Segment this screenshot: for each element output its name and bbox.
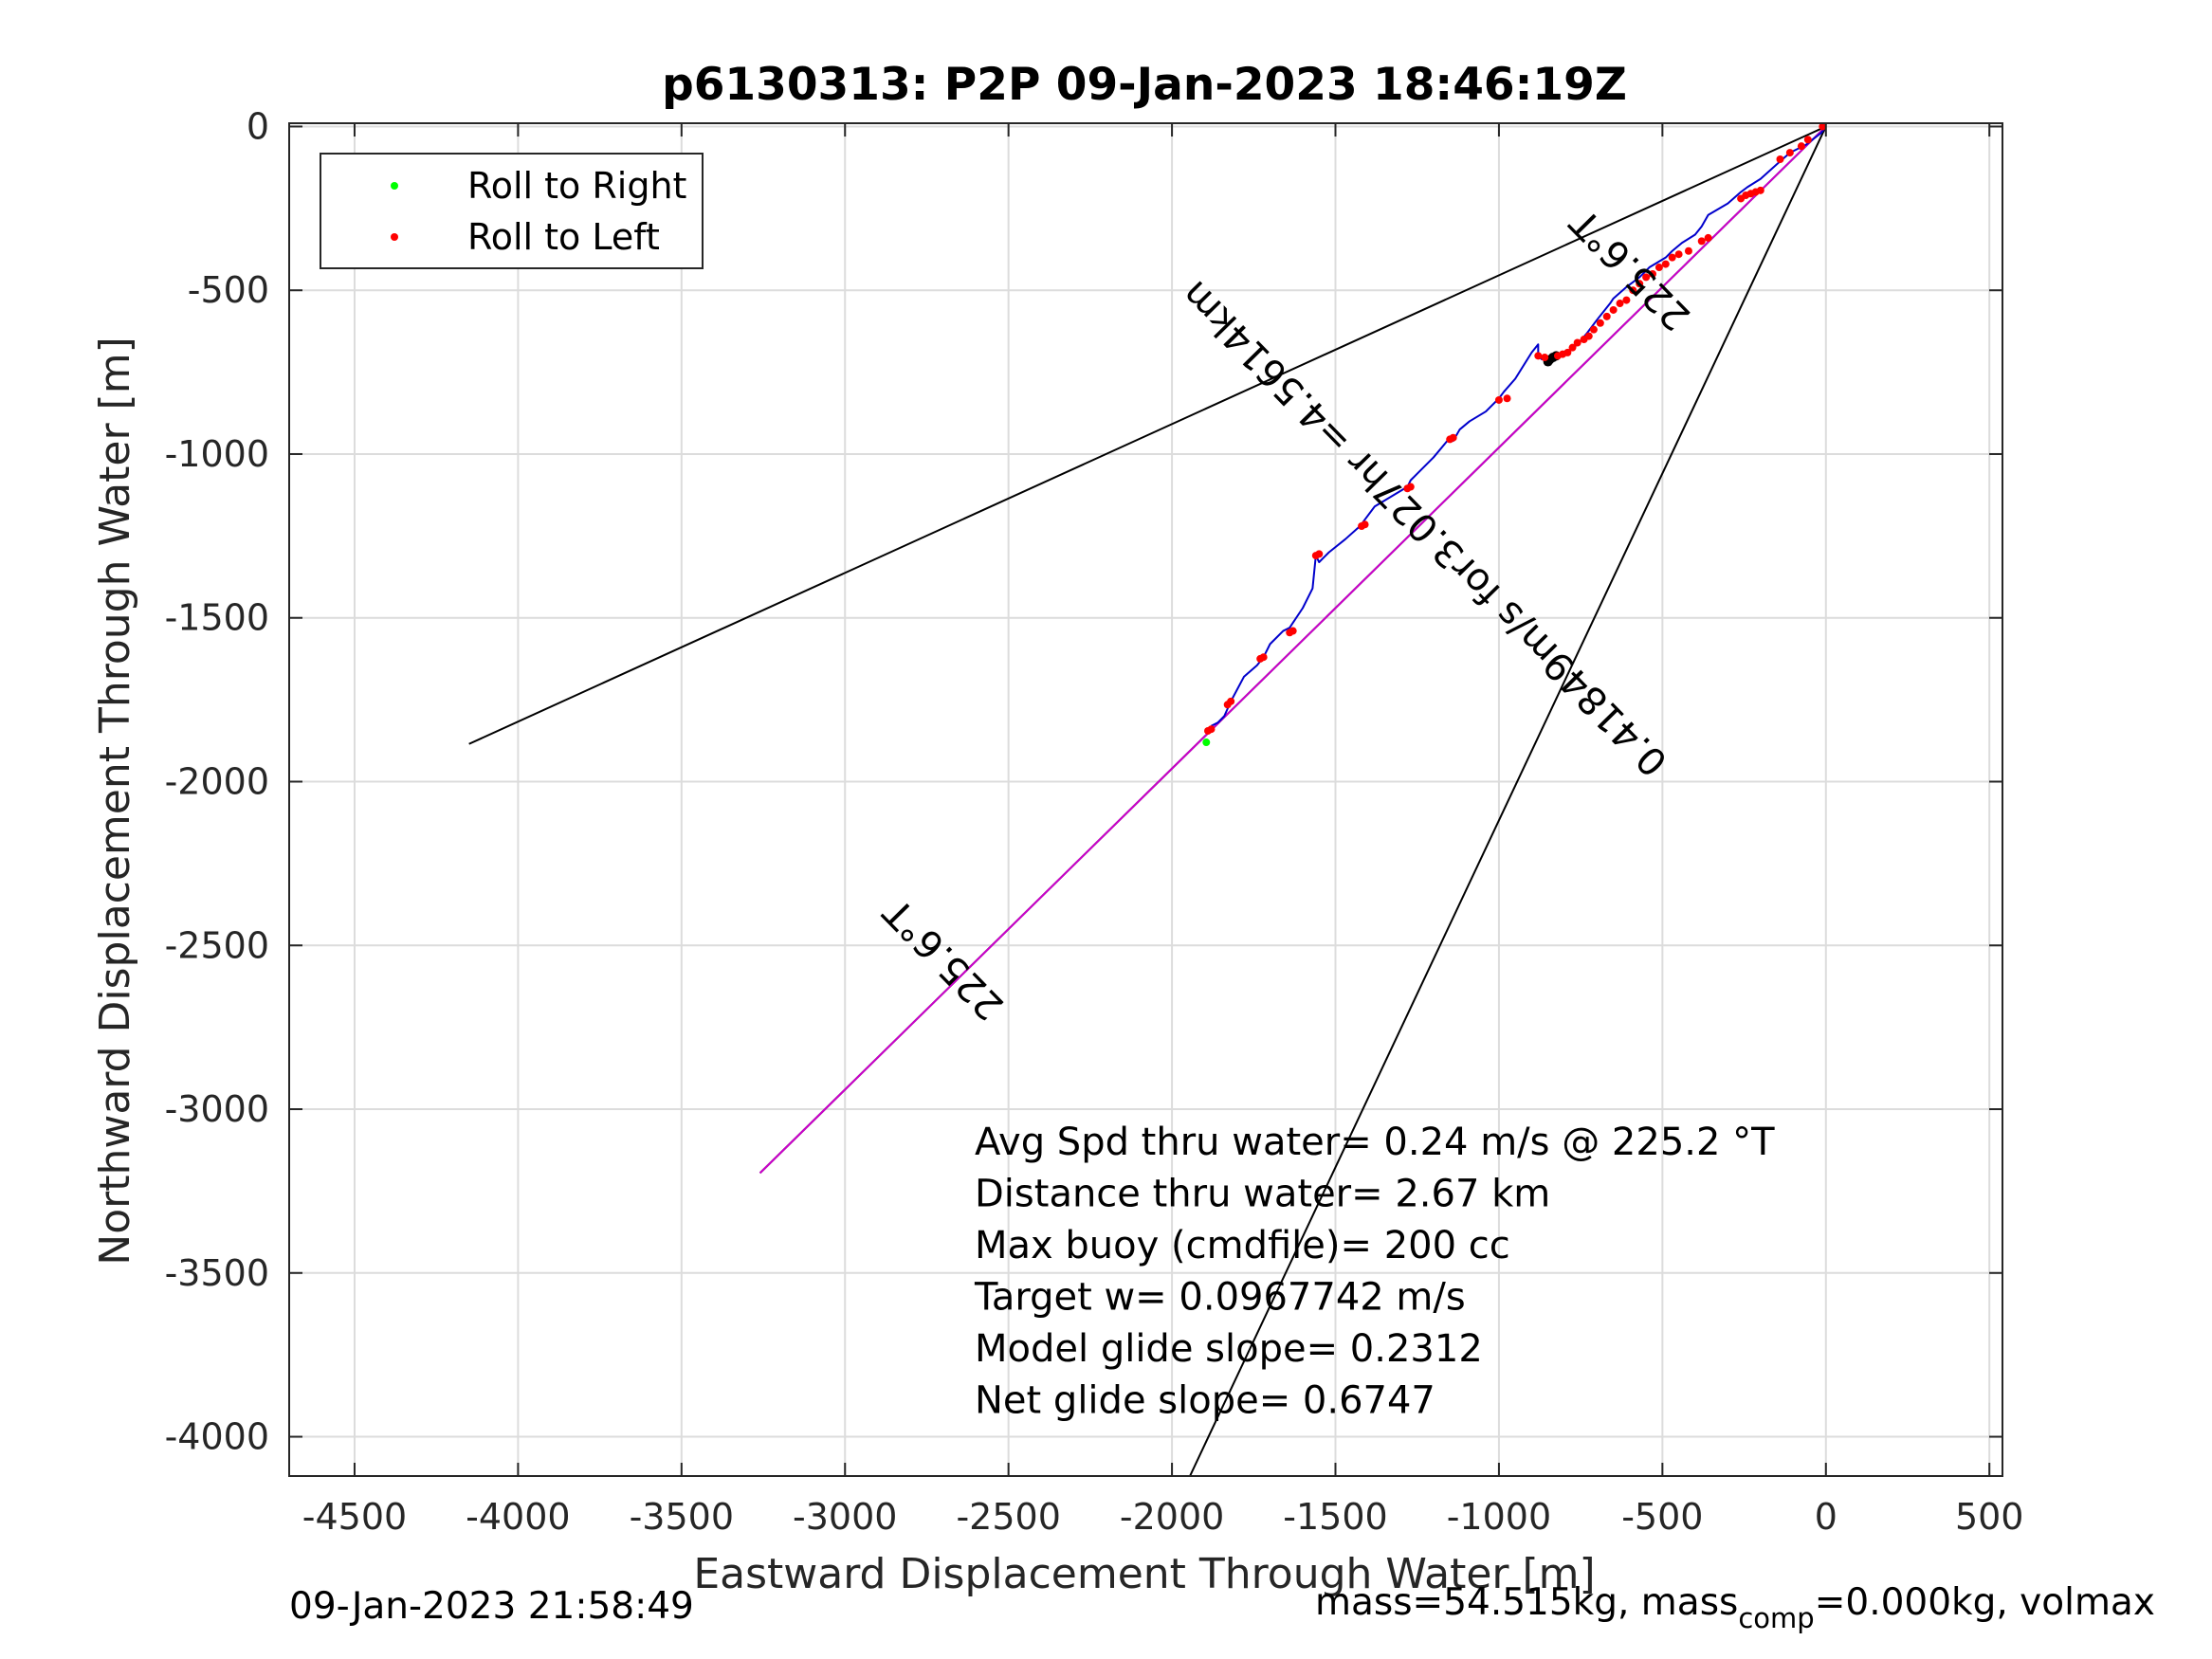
roll-left-point: [1596, 319, 1604, 327]
roll-left-point: [1554, 352, 1563, 360]
x-axis-label: Eastward Displacement Through Water [m]: [693, 1550, 1595, 1598]
legend: Roll to Right Roll to Left: [320, 153, 704, 269]
y-tick-label: -3500: [165, 1252, 269, 1294]
stats-line: Net glide slope= 0.6747: [975, 1379, 1435, 1423]
stats-line: Distance thru water= 2.67 km: [975, 1173, 1550, 1216]
roll-left-point: [1534, 352, 1543, 360]
roll-left-point: [1661, 260, 1670, 268]
stats-line: Avg Spd thru water= 0.24 m/s @ 225.2 °T: [975, 1121, 1775, 1164]
roll-left-point: [1256, 654, 1265, 663]
x-tick-label: -1000: [1447, 1496, 1551, 1538]
legend-label: Roll to Right: [467, 165, 686, 207]
footer-mass-info: mass=54.515kg, masscomp=0.000kg, volmax: [1315, 1581, 2155, 1634]
roll-left-point: [1776, 155, 1784, 164]
x-tick-label: -4500: [302, 1496, 407, 1538]
y-tick-label: -4000: [165, 1416, 269, 1458]
roll-left-point: [1358, 521, 1366, 530]
roll-left-point: [1797, 142, 1805, 151]
roll-left-point: [1636, 280, 1644, 288]
stats-line: Max buoy (cmdfile)= 200 cc: [975, 1224, 1510, 1267]
footer-mass-subscript: comp: [1738, 1602, 1815, 1634]
roll-left-point: [1684, 246, 1692, 255]
roll-left-point: [1541, 354, 1549, 362]
roll-left-point: [1403, 484, 1412, 493]
axes-box: [288, 122, 2003, 1477]
footer-mass-prefix: mass=54.515kg, mass: [1315, 1581, 1739, 1624]
roll-left-point: [1704, 233, 1712, 242]
roll-left-point: [1642, 273, 1651, 282]
footer-mass-suffix: =0.000kg, volmax: [1814, 1581, 2155, 1624]
roll-left-point: [1602, 312, 1611, 320]
x-tick-label: -1500: [1283, 1496, 1387, 1538]
roll-left-point: [1737, 194, 1746, 203]
chart-title: p6130313: P2P 09-Jan-2023 18:46:19Z: [662, 59, 1627, 111]
y-axis-label: Northward Displacement Through Water [m]: [91, 337, 139, 1265]
roll-left-point: [1668, 253, 1676, 262]
legend-marker: [391, 233, 398, 241]
stats-line: Target w= 0.0967742 m/s: [974, 1276, 1466, 1320]
roll-left-point: [1674, 250, 1683, 259]
x-tick-label: -2500: [956, 1496, 1060, 1538]
y-tick-label: -2500: [165, 924, 269, 966]
glider-track: [1211, 125, 1827, 727]
x-tick-label: -3500: [630, 1496, 734, 1538]
roll-left-point: [1503, 394, 1511, 403]
roll-left-point: [1580, 336, 1588, 344]
roll-left-point: [1649, 269, 1657, 278]
x-tick-label: 500: [1955, 1496, 2024, 1538]
y-tick-label: -2000: [165, 760, 269, 802]
roll-left-point: [1803, 136, 1812, 144]
roll-left-point: [1223, 701, 1232, 709]
reference-line-right-bound: [1189, 126, 1827, 1476]
reference-line-left-bound: [468, 125, 1827, 745]
roll-left-point: [1616, 300, 1624, 308]
roll-left-point: [1286, 629, 1294, 637]
legend-marker: [391, 182, 398, 190]
plot-area: [289, 123, 2002, 1476]
stats-line: Model glide slope= 0.2312: [975, 1327, 1483, 1371]
reference-line-net-heading: [759, 125, 1827, 1175]
roll-left-point: [1785, 149, 1794, 157]
x-tick-label: -500: [1621, 1496, 1703, 1538]
roll-left-point: [1446, 435, 1454, 444]
roll-left-point: [1622, 296, 1631, 304]
roll-left-point: [1573, 338, 1581, 347]
footer-timestamp: 09-Jan-2023 21:58:49: [289, 1585, 694, 1628]
y-tick-label: 0: [247, 105, 269, 147]
y-tick-label: -3000: [165, 1088, 269, 1130]
roll-left-point: [1204, 726, 1213, 735]
roll-left-point: [1629, 286, 1637, 295]
roll-left-point: [1568, 343, 1577, 352]
y-tick-label: -1500: [165, 597, 269, 639]
roll-left-point: [1819, 123, 1827, 131]
legend-label: Roll to Left: [467, 216, 660, 258]
roll-left-point: [1697, 237, 1706, 246]
x-tick-label: -4000: [466, 1496, 570, 1538]
x-tick-label: -3000: [793, 1496, 897, 1538]
x-tick-label: -2000: [1120, 1496, 1224, 1538]
x-tick-label: 0: [1815, 1496, 1837, 1538]
roll-left-point: [1494, 395, 1503, 404]
y-tick-label: -500: [188, 269, 269, 311]
roll-left-point: [1609, 305, 1618, 314]
roll-right-point: [1202, 738, 1211, 747]
roll-left-point: [1589, 325, 1598, 334]
roll-left-point: [1654, 264, 1663, 272]
legend-box: [320, 153, 704, 269]
y-tick-label: -1000: [165, 433, 269, 475]
roll-left-point: [1311, 552, 1320, 560]
